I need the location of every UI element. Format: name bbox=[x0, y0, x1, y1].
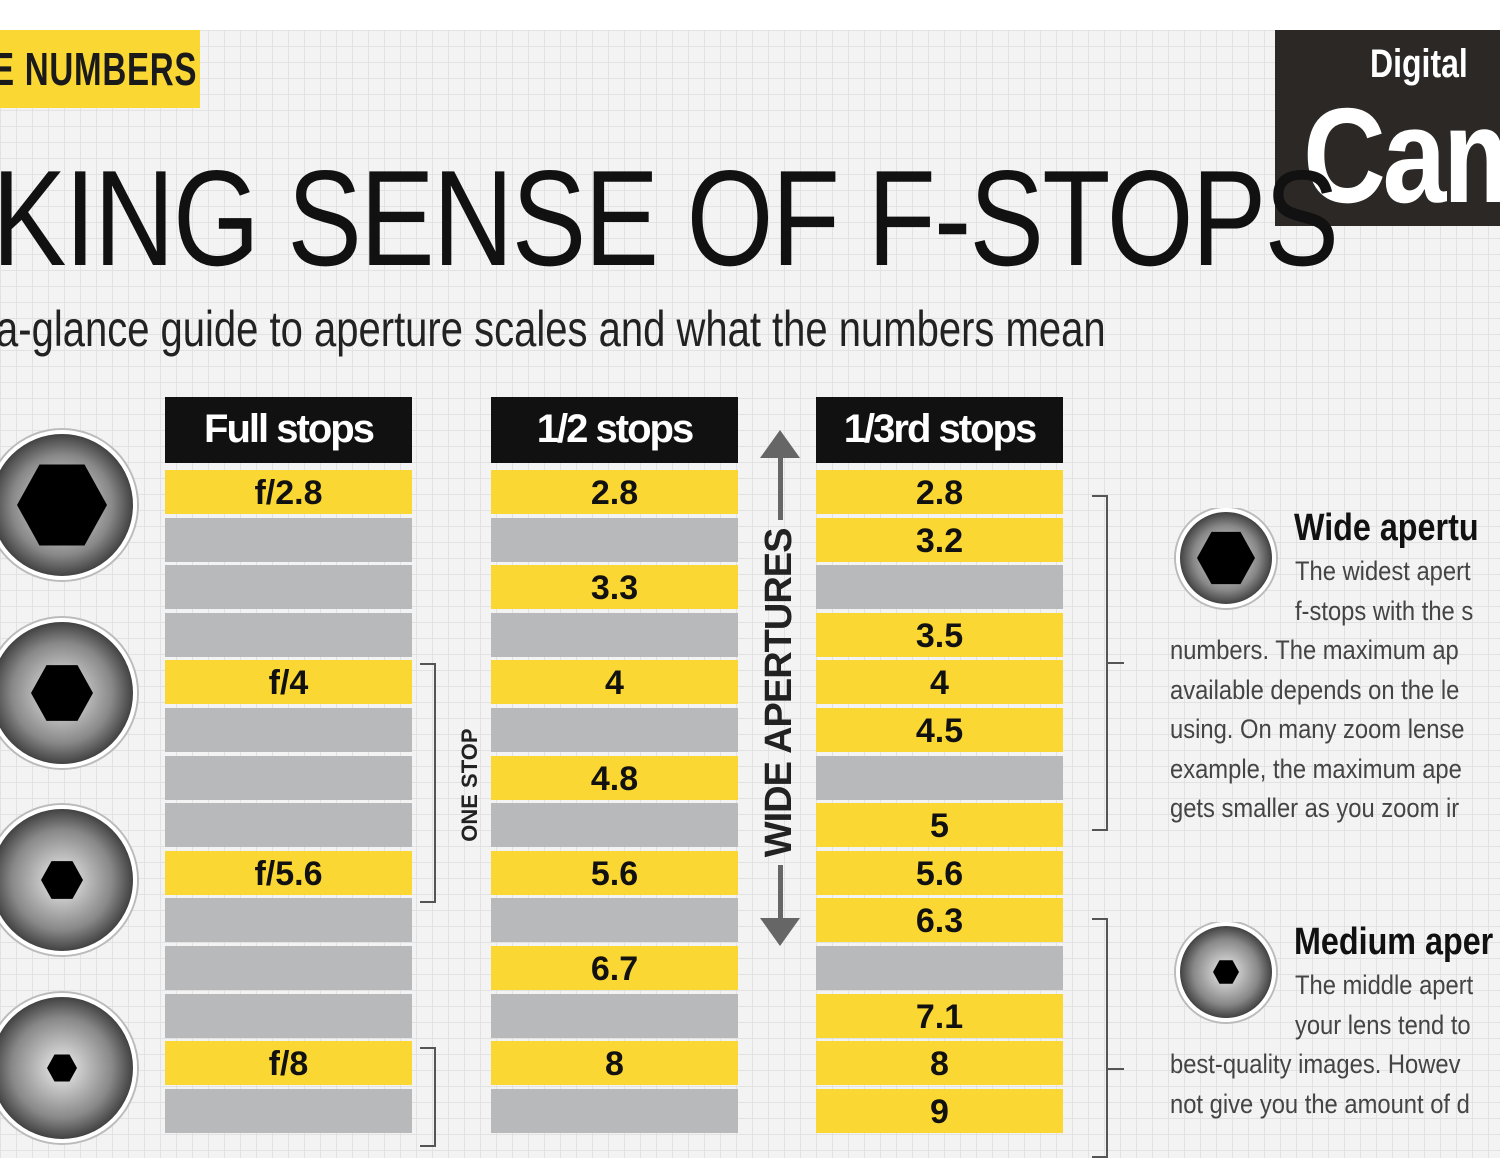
fstop-cell: f/5.6 bbox=[165, 850, 412, 895]
section-tag-text: E NUMBERS bbox=[0, 43, 198, 95]
fstop-cell: 8 bbox=[491, 1041, 738, 1086]
arrow-up-head bbox=[760, 430, 800, 458]
one-stop-bracket bbox=[420, 663, 436, 903]
fstop-cell: 6.7 bbox=[491, 946, 738, 990]
wide-bracket bbox=[1092, 495, 1108, 831]
column-full-stops: Full stops f/2.8 f/4 f/5.6 f/8 bbox=[165, 397, 412, 1133]
fstop-cell: f/2.8 bbox=[165, 470, 412, 514]
logo-line1: Digital bbox=[1370, 42, 1468, 86]
empty-cell bbox=[165, 517, 412, 562]
fstop-cell: 5.6 bbox=[491, 850, 738, 895]
aperture-icon-f56 bbox=[0, 805, 137, 955]
section-medium: Medium aper The middle apert your lens te… bbox=[1170, 922, 1500, 1125]
fstop-cell: 3.3 bbox=[491, 565, 738, 610]
section-text: The widest apert f-stops with the s number… bbox=[1170, 552, 1473, 829]
empty-cell bbox=[816, 565, 1063, 610]
section-text-line: your lens tend to bbox=[1294, 1009, 1471, 1040]
fstop-cell: 3.2 bbox=[816, 517, 1063, 562]
page-title: KING SENSE OF F-STOPS bbox=[0, 142, 1339, 294]
bracket-tick bbox=[1108, 1068, 1124, 1070]
wide-apertures-label: WIDE APERTURES bbox=[758, 528, 801, 858]
empty-cell bbox=[491, 517, 738, 562]
empty-cell bbox=[491, 993, 738, 1038]
empty-cell bbox=[165, 803, 412, 848]
empty-cell bbox=[165, 612, 412, 657]
magazine-logo: Digital Cam bbox=[1275, 30, 1500, 226]
section-text-line: The middle apert bbox=[1294, 970, 1474, 1000]
aperture-icon-medium-small bbox=[1176, 922, 1276, 1022]
fstop-cell: 5 bbox=[816, 803, 1063, 848]
section-text-line: numbers. The maximum ap bbox=[1170, 635, 1459, 665]
aperture-icon-f8 bbox=[0, 993, 137, 1143]
empty-cell bbox=[165, 755, 412, 800]
page-subtitle: a-glance guide to aperture scales and wh… bbox=[0, 301, 1106, 357]
section-wide: Wide apertu The widest apert f-stops with… bbox=[1170, 508, 1500, 838]
empty-cell bbox=[491, 898, 738, 943]
empty-cell bbox=[491, 708, 738, 752]
fstop-cell: 6.3 bbox=[816, 898, 1063, 943]
fstop-cell: 9 bbox=[816, 1088, 1063, 1133]
bracket bbox=[420, 1047, 436, 1147]
section-text-line: using. On many zoom lense bbox=[1170, 714, 1465, 744]
medium-bracket bbox=[1092, 918, 1108, 1158]
fstop-cell: 3.5 bbox=[816, 612, 1063, 657]
section-text-line: not give you the amount of d bbox=[1170, 1088, 1470, 1119]
fstop-cell: 4 bbox=[491, 660, 738, 705]
column-header: 1/3rd stops bbox=[816, 397, 1063, 463]
one-stop-label: ONE STOP bbox=[456, 728, 482, 842]
aperture-icon-f4 bbox=[0, 618, 137, 768]
empty-cell bbox=[165, 993, 412, 1038]
top-margin bbox=[0, 0, 1500, 30]
arrow-down-icon bbox=[778, 865, 783, 925]
arrow-up-icon bbox=[778, 440, 783, 520]
aperture-icon-wide bbox=[0, 430, 137, 580]
aperture-icon-wide-small bbox=[1176, 508, 1276, 608]
fstop-cell: 7.1 bbox=[816, 993, 1063, 1038]
fstop-cell: 5.6 bbox=[816, 850, 1063, 895]
empty-cell bbox=[491, 612, 738, 657]
fstop-cell: 8 bbox=[816, 1041, 1063, 1086]
column-half-stops: 1/2 stops 2.8 3.3 4 4.8 5.6 6.7 8 bbox=[491, 397, 738, 1133]
fstop-cell: 2.8 bbox=[816, 470, 1063, 514]
section-text-line: f-stops with the s bbox=[1294, 595, 1474, 626]
section-text: The middle apert your lens tend to best-qu… bbox=[1170, 966, 1473, 1124]
empty-cell bbox=[165, 708, 412, 752]
section-tag: E NUMBERS bbox=[0, 30, 200, 108]
empty-cell bbox=[491, 1088, 738, 1133]
bracket-tick bbox=[1108, 662, 1124, 664]
column-third-stops: 1/3rd stops 2.8 3.2 3.5 4 4.5 5 5.6 6.3 7.1 8 9 bbox=[816, 397, 1063, 1133]
empty-cell bbox=[165, 565, 412, 610]
empty-cell bbox=[165, 1088, 412, 1133]
section-title: Wide apertu bbox=[1294, 508, 1479, 549]
section-text-line: available depends on the le bbox=[1170, 674, 1460, 705]
fstop-cell: f/4 bbox=[165, 660, 412, 705]
fstop-cell: 4.8 bbox=[491, 755, 738, 800]
section-text-line: gets smaller as you zoom ir bbox=[1170, 793, 1460, 823]
column-header: Full stops bbox=[165, 397, 412, 463]
fstop-cell: 2.8 bbox=[491, 470, 738, 514]
fstop-cell: f/8 bbox=[165, 1041, 412, 1086]
empty-cell bbox=[165, 898, 412, 943]
section-title: Medium aper bbox=[1294, 922, 1494, 963]
arrow-down-head bbox=[760, 918, 800, 946]
column-header: 1/2 stops bbox=[491, 397, 738, 463]
fstop-cell: 4.5 bbox=[816, 708, 1063, 752]
section-text-line: example, the maximum ape bbox=[1170, 753, 1462, 784]
empty-cell bbox=[491, 803, 738, 848]
empty-cell bbox=[816, 755, 1063, 800]
fstop-cell: 4 bbox=[816, 660, 1063, 705]
empty-cell bbox=[165, 946, 412, 990]
section-text-line: The widest apert bbox=[1294, 556, 1471, 586]
empty-cell bbox=[816, 946, 1063, 990]
logo-line2: Cam bbox=[1303, 80, 1500, 226]
section-text-line: best-quality images. Howev bbox=[1170, 1049, 1461, 1079]
